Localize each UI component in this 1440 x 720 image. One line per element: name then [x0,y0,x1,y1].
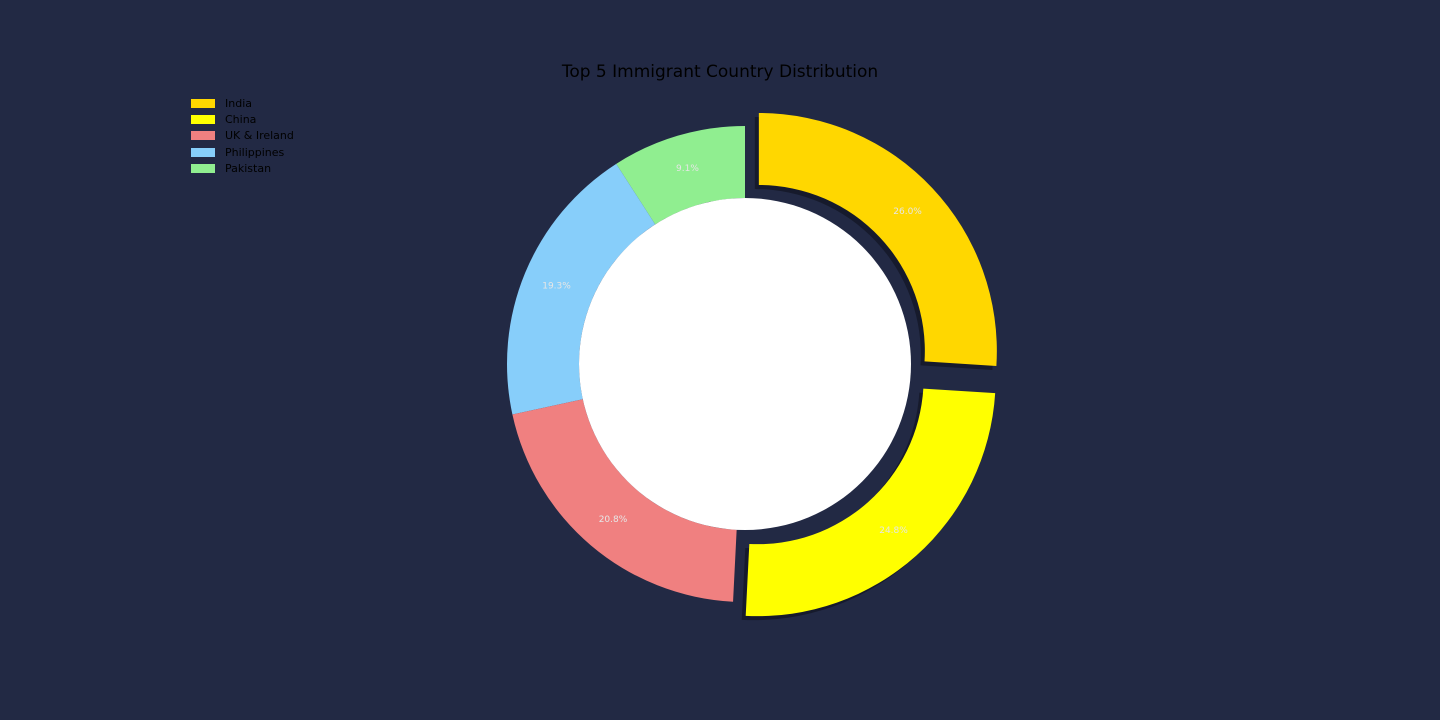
legend-swatch-india [191,98,215,108]
legend-item-china[interactable]: China [191,111,294,127]
legend-item-uk-ireland[interactable]: UK & Ireland [191,128,294,144]
legend: India China UK & Ireland Philippines Pak… [191,95,294,176]
legend-swatch-uk-ireland [191,131,215,141]
legend-label-uk-ireland: UK & Ireland [225,129,294,143]
legend-swatch-philippines [191,147,215,157]
slice-china[interactable] [745,388,996,617]
legend-swatch-china [191,114,215,124]
legend-label-pakistan: Pakistan [225,161,272,175]
slice-label-india: 26.0% [893,207,922,217]
legend-swatch-pakistan [191,163,215,173]
chart-title: Top 5 Immigrant Country Distribution [561,62,879,82]
legend-label-china: China [225,112,257,126]
slice-labels: 9.1% 19.3% 20.8% 24.8% 26.0% [542,164,922,536]
legend-item-india[interactable]: India [191,95,294,111]
legend-item-pakistan[interactable]: Pakistan [191,160,294,176]
slice-pakistan[interactable] [616,126,745,225]
legend-label-india: India [225,96,252,110]
legend-item-philippines[interactable]: Philippines [191,144,294,160]
legend-label-philippines: Philippines [225,145,285,159]
slice-label-china: 24.8% [879,526,908,536]
donut-hole [579,198,911,530]
slices [506,112,997,617]
slice-uk-ireland[interactable] [512,399,737,602]
slice-label-pakistan: 9.1% [676,164,699,174]
slice-label-philippines: 19.3% [542,281,571,291]
slice-philippines[interactable] [506,163,656,415]
slice-label-uk-ireland: 20.8% [599,515,628,525]
slice-india[interactable] [758,112,997,366]
